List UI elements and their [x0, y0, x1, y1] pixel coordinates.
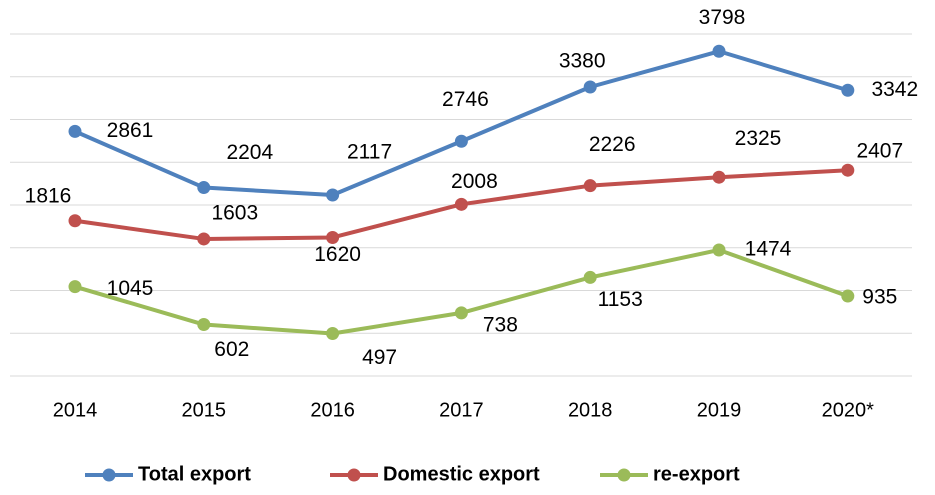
- data-label: 2407: [856, 140, 903, 163]
- data-label: 2861: [107, 119, 154, 142]
- data-label: 602: [214, 338, 249, 361]
- data-label: 1620: [314, 243, 361, 266]
- marker: [454, 134, 468, 148]
- x-tick-label: 2019: [697, 399, 742, 421]
- legend-marker: [617, 468, 631, 482]
- legend-label: Total export: [138, 463, 251, 485]
- legend-label: re-export: [653, 463, 740, 485]
- marker: [68, 124, 82, 138]
- legend-marker: [102, 468, 116, 482]
- marker: [841, 83, 855, 97]
- marker: [583, 270, 597, 284]
- data-label: 2204: [226, 141, 273, 164]
- data-label: 1816: [25, 184, 72, 207]
- data-label: 1474: [745, 238, 792, 261]
- x-tick-label: 2017: [439, 399, 484, 421]
- data-label: 3798: [699, 6, 746, 29]
- marker: [68, 214, 82, 228]
- x-tick-label: 2016: [310, 399, 355, 421]
- data-label: 497: [362, 346, 397, 369]
- marker: [712, 243, 726, 257]
- series-line: [74, 247, 849, 336]
- x-tick-label: 2015: [182, 399, 227, 421]
- data-label: 3380: [559, 50, 606, 73]
- x-tick-label: 2020*: [822, 399, 874, 421]
- marker: [326, 230, 340, 244]
- marker: [712, 44, 726, 58]
- data-label: 2226: [589, 133, 636, 156]
- marker: [197, 318, 211, 332]
- data-label: 935: [862, 286, 897, 309]
- x-tick-label: 2014: [53, 399, 98, 421]
- marker: [454, 197, 468, 211]
- marker: [841, 289, 855, 303]
- marker: [712, 170, 726, 184]
- data-label: 2008: [451, 170, 498, 193]
- data-label: 1153: [598, 288, 643, 311]
- marker: [583, 179, 597, 193]
- x-tick-label: 2018: [568, 399, 613, 421]
- marker: [326, 188, 340, 202]
- legend-label: Domestic export: [383, 463, 540, 485]
- marker: [583, 80, 597, 94]
- data-label: 2746: [442, 88, 489, 111]
- data-label: 738: [483, 313, 518, 336]
- marker: [326, 327, 340, 341]
- marker: [197, 232, 211, 246]
- data-label: 3342: [871, 78, 918, 101]
- data-label: 1045: [107, 277, 154, 300]
- legend-marker: [347, 468, 361, 482]
- marker: [454, 306, 468, 320]
- marker: [197, 181, 211, 195]
- data-label: 2325: [735, 127, 782, 150]
- marker: [841, 163, 855, 177]
- data-label: 1603: [211, 201, 258, 224]
- marker: [68, 280, 82, 294]
- data-label: 2117: [347, 141, 392, 164]
